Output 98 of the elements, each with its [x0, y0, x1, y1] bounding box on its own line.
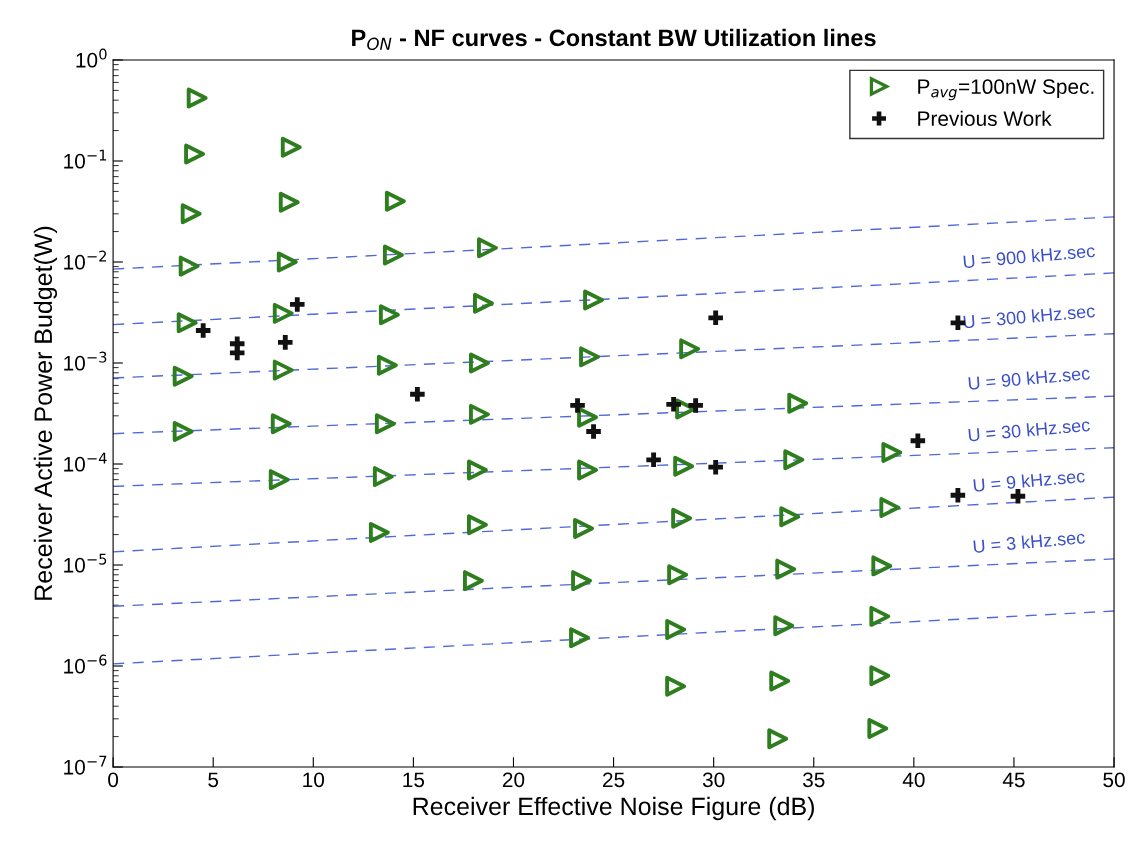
point — [773, 615, 795, 637]
point — [272, 302, 294, 324]
point — [708, 310, 723, 326]
point — [184, 143, 206, 165]
point — [1010, 488, 1026, 504]
x-tick-label: 40 — [902, 772, 925, 788]
point — [372, 466, 394, 488]
point — [368, 522, 390, 543]
series-label: U = 9 kHz.sec — [973, 469, 1086, 492]
point — [172, 421, 194, 442]
y-tick-label: 10$^{−3}$ — [64, 351, 107, 371]
y-tick-label: 10$^{−5}$ — [64, 553, 107, 573]
point — [869, 605, 891, 627]
x-tick-label: 50 — [1103, 772, 1125, 788]
point — [374, 413, 396, 435]
point — [178, 255, 200, 277]
point — [468, 403, 490, 425]
y-tick-label: 10$^{−1}$ — [64, 149, 107, 169]
point — [879, 497, 901, 519]
point — [276, 251, 298, 273]
point — [573, 518, 594, 539]
point — [176, 312, 198, 334]
series-label: U = 900 kHz.sec — [963, 243, 1096, 269]
point — [466, 514, 488, 536]
point — [289, 297, 305, 312]
point — [570, 398, 585, 413]
y-tick-label: 10$^{−7}$ — [64, 755, 107, 775]
point — [646, 452, 661, 468]
point — [278, 191, 300, 213]
series-label: U = 90 kHz.sec — [968, 366, 1091, 390]
point — [468, 352, 490, 374]
y-axis-title: Receiver Active Power Budget(W) — [33, 226, 58, 600]
point — [577, 406, 598, 428]
point — [583, 289, 604, 311]
point — [195, 323, 211, 338]
point — [671, 507, 693, 529]
point — [384, 190, 406, 212]
point — [708, 459, 723, 475]
point — [665, 675, 687, 697]
series-label: U = 30 kHz.sec — [968, 417, 1091, 442]
point — [667, 564, 689, 586]
point — [869, 665, 891, 687]
point — [186, 87, 208, 109]
legend-label: Previous Work — [918, 110, 1052, 127]
point — [679, 338, 701, 360]
x-tick-label: 5 — [208, 772, 219, 788]
point — [769, 670, 791, 692]
x-tick-label: 35 — [802, 772, 825, 788]
x-tick-label: 30 — [702, 772, 725, 788]
point — [787, 392, 809, 414]
chart-title: P$_{ON}$ - NF curves - Constant BW Utilization lines — [352, 28, 876, 51]
y-tick-label: 10$^{−2}$ — [64, 250, 107, 270]
point — [472, 292, 494, 314]
legend-label: P$_{avg}$=100nW Spec. — [918, 79, 1094, 101]
x-tick-label: 45 — [1002, 772, 1025, 788]
point — [462, 570, 484, 592]
point — [280, 136, 302, 158]
point — [180, 203, 202, 225]
point — [577, 459, 598, 481]
point — [950, 488, 966, 503]
point — [229, 345, 245, 361]
point — [376, 354, 398, 376]
point — [673, 455, 695, 477]
point — [783, 449, 805, 471]
point — [579, 346, 600, 368]
series-label: U = 3 kHz.sec — [973, 530, 1086, 554]
x-tick-label: 10 — [303, 772, 325, 788]
point — [775, 558, 797, 580]
x-axis-title: Receiver Effective Noise Figure (dB) — [413, 796, 814, 821]
point — [867, 718, 889, 740]
point — [382, 244, 404, 266]
x-tick-label: 15 — [403, 772, 425, 788]
x-tick-label: 25 — [603, 772, 625, 788]
point — [277, 335, 293, 350]
point — [767, 728, 789, 750]
y-tick-label: 10$^{−6}$ — [64, 654, 107, 674]
point — [378, 304, 400, 326]
point — [569, 627, 590, 649]
point — [666, 397, 681, 412]
point — [270, 413, 292, 435]
point — [779, 506, 801, 528]
point — [688, 398, 703, 413]
point — [665, 619, 687, 640]
point — [871, 555, 893, 577]
y-tick-label: 10$^{0}$ — [76, 48, 107, 68]
point — [476, 237, 498, 259]
point — [410, 387, 425, 402]
point — [268, 469, 290, 491]
x-tick-label: 0 — [108, 772, 119, 788]
point — [881, 442, 903, 463]
point — [571, 570, 592, 592]
x-tick-label: 20 — [502, 772, 525, 788]
point — [910, 433, 926, 449]
point — [272, 359, 294, 381]
y-tick-label: 10$^{−4}$ — [64, 452, 107, 472]
point — [466, 459, 488, 481]
point — [586, 424, 601, 439]
point — [172, 365, 194, 387]
